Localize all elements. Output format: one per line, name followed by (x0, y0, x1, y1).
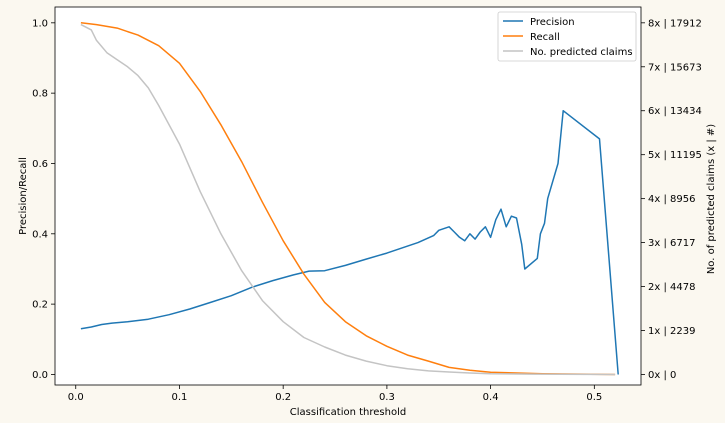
y2-tick-label: 5x | 11195 (648, 150, 702, 161)
y-tick-label: 0.6 (32, 159, 48, 170)
y2-tick-label: 1x | 2239 (648, 326, 695, 337)
x-tick-label: 0.5 (586, 392, 602, 403)
y-axis-label: Precision/Recall (18, 157, 29, 235)
legend-label-predicted-claims: No. predicted claims (530, 47, 633, 58)
y2-tick-label: 4x | 8956 (648, 194, 695, 205)
series-lines (80, 22, 619, 376)
legend-label-recall: Recall (530, 32, 560, 43)
x-axis-label: Classification threshold (290, 407, 406, 418)
x-tick-label: 0.1 (172, 392, 188, 403)
x-tick-label: 0.3 (379, 392, 395, 403)
y-tick-label: 0.8 (32, 89, 48, 100)
series-line-no-predicted-claims (80, 23, 616, 376)
x-axis: 0.0 0.1 0.2 0.3 0.4 0.5 (68, 385, 602, 403)
y-tick-label: 0.0 (32, 370, 48, 381)
legend-label-precision: Precision (530, 17, 575, 28)
plot-area (54, 6, 642, 386)
y2-tick-label: 6x | 13434 (648, 106, 702, 117)
y2-tick-label: 7x | 15673 (648, 62, 702, 73)
y-tick-label: 0.2 (32, 300, 48, 311)
x-tick-label: 0.4 (483, 392, 499, 403)
y2-tick-label: 3x | 6717 (648, 238, 695, 249)
y2-tick-label: 0x | 0 (648, 370, 676, 381)
legend: Precision Recall No. predicted claims (497, 11, 637, 62)
y2-tick-label: 2x | 4478 (648, 282, 695, 293)
y-tick-label: 0.4 (32, 229, 48, 240)
y2-axis-label: No. of predicted claims (x | #) (706, 124, 717, 274)
y-axis-right: 0x | 0 1x | 2239 2x | 4478 3x | 6717 4x | 89… (641, 18, 702, 381)
x-tick-label: 0.2 (275, 392, 291, 403)
legend-box (497, 11, 637, 62)
x-tick-label: 0.0 (68, 392, 84, 403)
y-axis-left: 0.0 0.2 0.4 0.6 0.8 1.0 (32, 18, 55, 381)
series-line-precision (80, 109, 619, 375)
y2-tick-label: 8x | 17912 (648, 18, 702, 29)
series-line-recall (80, 22, 616, 376)
y-tick-label: 1.0 (32, 18, 48, 29)
